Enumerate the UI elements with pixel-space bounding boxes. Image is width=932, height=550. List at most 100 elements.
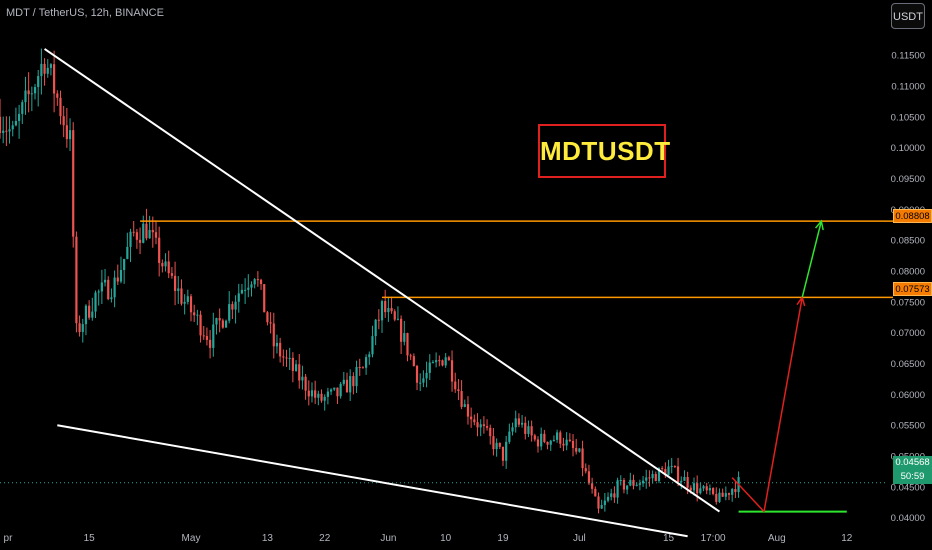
candle-body xyxy=(288,357,291,359)
candle-body xyxy=(406,333,409,356)
candle-body xyxy=(546,441,549,445)
time-axis[interactable]: pr 15 May 13 22 Jun 10 19 Jul 15 17:00 Aug 12 xyxy=(4,533,853,544)
candle-body xyxy=(514,418,517,428)
price-label-current: 0.04568 xyxy=(893,456,932,470)
candle-body xyxy=(256,279,259,281)
projection-arrow-green xyxy=(801,220,823,298)
candle-body xyxy=(384,301,387,313)
candle-body xyxy=(193,312,196,316)
candle-body xyxy=(368,354,371,358)
candle-body xyxy=(428,362,431,373)
candle-body xyxy=(425,372,428,379)
candle-body xyxy=(279,342,282,357)
candle-body xyxy=(517,418,521,425)
currency-button[interactable]: USDT xyxy=(891,3,925,29)
candle-body xyxy=(686,477,689,488)
candle-body xyxy=(91,311,94,318)
x-tick-label: 17:00 xyxy=(701,533,726,544)
candle-body xyxy=(530,426,533,436)
price-axis[interactable]: 0.120000.115000.110000.105000.100000.095… xyxy=(891,20,925,524)
candle-body xyxy=(470,416,473,420)
candle-body xyxy=(715,493,718,502)
candle-body xyxy=(202,335,205,337)
y-tick-label: 0.06500 xyxy=(891,359,925,370)
candle-body xyxy=(651,473,654,479)
candle-body xyxy=(247,287,250,290)
candle-body xyxy=(603,500,606,505)
candle-body xyxy=(708,488,712,491)
candle-body xyxy=(173,275,177,291)
candle-body xyxy=(441,360,444,366)
drawing-overlays xyxy=(0,48,893,538)
candle-body xyxy=(597,496,600,509)
candle-body xyxy=(415,365,419,383)
candle-body xyxy=(600,504,603,509)
candle-body xyxy=(565,439,568,446)
y-tick-label: 0.07000 xyxy=(891,328,925,339)
candle-body xyxy=(482,424,485,427)
candle-body xyxy=(253,279,256,285)
price-label-level-high: 0.08808 xyxy=(893,209,932,223)
candle-body xyxy=(18,113,21,121)
candle-body xyxy=(88,305,91,318)
candle-body xyxy=(450,360,454,382)
candle-body xyxy=(377,319,380,321)
candle-body xyxy=(75,236,78,324)
candle-body xyxy=(629,479,632,486)
candle-body xyxy=(676,466,680,483)
candle-body xyxy=(110,297,113,300)
candle-body xyxy=(167,261,170,274)
candle-body xyxy=(158,237,161,264)
candle-body xyxy=(520,422,524,425)
candle-body xyxy=(734,489,737,493)
candle-body xyxy=(224,320,228,328)
candle-body xyxy=(511,427,514,432)
candle-body xyxy=(396,318,400,320)
candle-body xyxy=(536,439,540,447)
candle-body xyxy=(364,357,368,368)
candle-body xyxy=(329,389,333,392)
candle-body xyxy=(100,282,103,292)
candle-body xyxy=(320,393,323,401)
candle-body xyxy=(361,367,365,369)
candle-body xyxy=(333,387,336,390)
candle-body xyxy=(177,288,180,291)
candle-body xyxy=(635,484,638,486)
candle-body xyxy=(431,362,435,364)
x-tick-label: Jun xyxy=(380,533,396,544)
candle-body xyxy=(374,319,377,337)
candle-body xyxy=(358,367,361,369)
candle-body xyxy=(72,130,75,237)
candle-body xyxy=(138,239,142,243)
candle-body xyxy=(154,232,158,238)
candle-body xyxy=(562,443,565,446)
candle-body xyxy=(524,422,527,434)
candle-body xyxy=(8,129,11,132)
candle-body xyxy=(49,64,53,68)
candle-body xyxy=(183,301,186,304)
candle-body xyxy=(199,314,202,336)
candle-body xyxy=(581,448,584,469)
candle-body xyxy=(727,493,731,495)
candle-body xyxy=(180,288,183,304)
candle-body xyxy=(571,440,575,448)
candle-body xyxy=(189,296,193,313)
candle-body xyxy=(711,488,715,494)
candle-body xyxy=(43,63,46,74)
candle-body xyxy=(619,480,622,482)
candle-body xyxy=(269,322,272,324)
candle-body xyxy=(667,466,670,476)
candle-body xyxy=(218,318,221,321)
projection-arrow-red xyxy=(763,297,803,512)
candle-body xyxy=(463,404,466,407)
candle-body xyxy=(578,448,581,452)
candle-body xyxy=(390,308,393,312)
candle-body xyxy=(304,376,307,391)
candle-body xyxy=(409,355,412,357)
candle-body xyxy=(301,376,304,381)
candle-body xyxy=(591,483,594,489)
candle-body xyxy=(699,488,702,494)
candle-body xyxy=(559,432,562,444)
candle-body xyxy=(731,489,734,495)
